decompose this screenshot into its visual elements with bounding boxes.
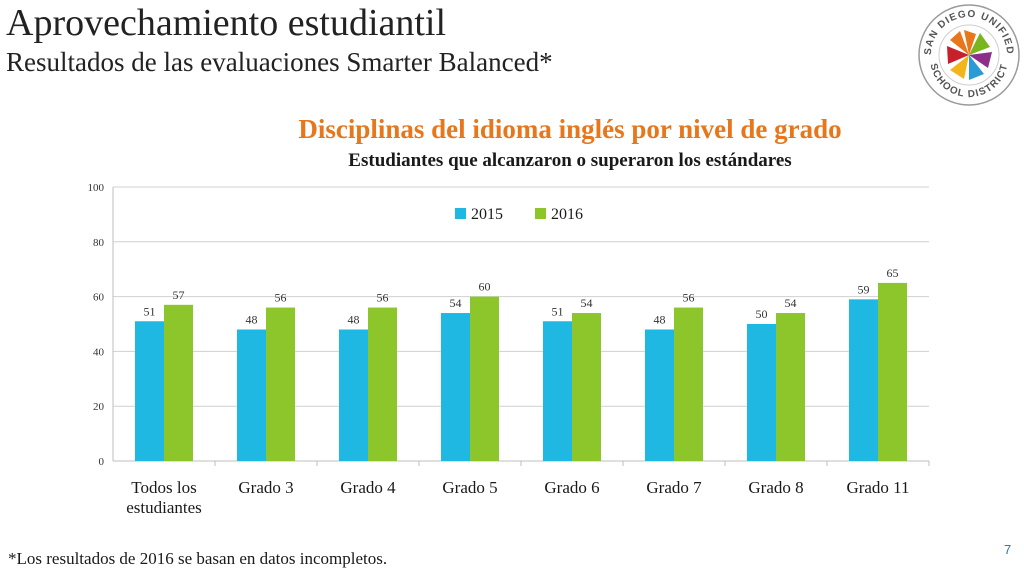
- bar-2015-2: [339, 329, 368, 461]
- x-tick-label: Grado 11: [846, 478, 909, 497]
- data-label: 48: [348, 312, 360, 326]
- data-label: 48: [654, 312, 666, 326]
- data-label: 56: [275, 291, 287, 305]
- data-label: 57: [173, 288, 185, 302]
- y-tick-label: 100: [88, 182, 105, 194]
- x-tick-label: estudiantes: [126, 498, 202, 517]
- data-label: 54: [785, 296, 797, 310]
- data-label: 54: [581, 296, 593, 310]
- district-logo: SAN DIEGO UNIFIED SCHOOL DISTRICT: [914, 0, 1024, 115]
- data-label: 65: [887, 266, 899, 280]
- data-label: 60: [479, 280, 491, 294]
- y-tick-label: 40: [93, 346, 105, 358]
- legend-label-2015: 2015: [471, 206, 503, 223]
- bar-2016-4: [572, 313, 601, 461]
- y-tick-label: 20: [93, 401, 105, 413]
- y-tick-label: 60: [93, 292, 105, 304]
- bar-2015-3: [441, 313, 470, 461]
- data-label: 56: [683, 291, 695, 305]
- bar-2015-4: [543, 321, 572, 461]
- slide-subtitle: Resultados de las evaluaciones Smarter B…: [6, 47, 553, 77]
- chart-subtitle: Estudiantes que alcanzaron o superaron l…: [348, 150, 792, 171]
- footnote: *Los resultados de 2016 se basan en dato…: [8, 549, 388, 568]
- bar-2016-2: [368, 307, 397, 461]
- page-number: 7: [1004, 542, 1012, 557]
- data-label: 59: [858, 282, 870, 296]
- bar-2015-7: [849, 299, 878, 461]
- x-tick-label: Grado 7: [646, 478, 702, 497]
- bar-2016-7: [878, 282, 907, 461]
- data-label: 48: [246, 312, 258, 326]
- data-label: 51: [144, 304, 156, 318]
- data-label: 51: [552, 304, 564, 318]
- bar-2016-6: [776, 313, 805, 461]
- legend-swatch-2016: [535, 208, 546, 219]
- bar-2016-5: [674, 307, 703, 461]
- x-tick-label: Grado 5: [442, 478, 497, 497]
- data-label: 56: [377, 291, 389, 305]
- data-label: 54: [450, 296, 462, 310]
- legend-swatch-2015: [455, 208, 466, 219]
- bar-2015-1: [237, 329, 266, 461]
- slide-title: Aprovechamiento estudiantil: [6, 2, 447, 44]
- legend-label-2016: 2016: [551, 206, 583, 223]
- chart-title: Disciplinas del idioma inglés por nivel …: [298, 114, 842, 144]
- bar-2016-0: [164, 304, 193, 461]
- x-tick-label: Grado 3: [238, 478, 293, 497]
- bar-2015-6: [747, 324, 776, 461]
- y-tick-label: 80: [93, 237, 105, 249]
- bar-2015-0: [135, 321, 164, 461]
- x-tick-label: Grado 6: [544, 478, 599, 497]
- x-tick-label: Grado 8: [748, 478, 803, 497]
- bar-2016-1: [266, 307, 295, 461]
- bar-2016-3: [470, 296, 499, 461]
- x-tick-label: Grado 4: [340, 478, 396, 497]
- data-label: 50: [756, 307, 768, 321]
- bar-2015-5: [645, 329, 674, 461]
- y-tick-label: 0: [99, 456, 105, 468]
- x-tick-label: Todos los: [131, 478, 196, 497]
